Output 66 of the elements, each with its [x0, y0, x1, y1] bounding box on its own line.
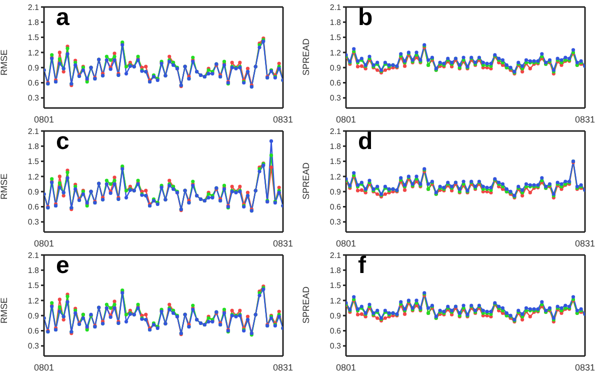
y-tick-label: 1.2 — [330, 172, 342, 182]
y-tick-label: 0.3 — [28, 342, 40, 351]
y-tick-label: 1.8 — [330, 266, 342, 275]
x-tick-label: 0801 — [336, 362, 356, 372]
y-tick-label: 0.9 — [28, 187, 40, 196]
y-axis-title: RMSE — [0, 173, 10, 200]
y-tick-label: 1.8 — [28, 266, 40, 275]
y-tick-label: 0.9 — [330, 63, 342, 72]
y-tick-label: 1.8 — [28, 18, 40, 27]
y-tick-label: 1.5 — [28, 281, 40, 290]
chart-title: c — [56, 128, 70, 155]
y-tick-label: 0.3 — [28, 218, 40, 227]
y-tick-label: 0.3 — [330, 342, 342, 351]
y-tick-label: 1.2 — [28, 296, 40, 306]
y-tick-label: 0.6 — [28, 78, 40, 88]
y-tick-label: 0.9 — [330, 187, 342, 196]
y-tick-label: 1.5 — [330, 157, 342, 166]
y-tick-label: 2.1 — [28, 250, 40, 260]
x-tick-label: 0831 — [272, 238, 294, 248]
y-tick-label: 0.9 — [28, 311, 40, 320]
y-tick-label: 1.5 — [28, 157, 40, 166]
chart-title: e — [56, 252, 70, 279]
y-tick-label: 1.8 — [330, 18, 342, 27]
x-tick-label: 0801 — [336, 238, 356, 248]
y-tick-label: 2.1 — [330, 126, 342, 136]
y-tick-label: 2.1 — [28, 126, 40, 136]
y-axis-title: RMSE — [0, 297, 10, 324]
x-tick-label: 0831 — [574, 238, 596, 248]
x-tick-label: 0801 — [336, 114, 356, 124]
y-tick-label: 1.5 — [28, 33, 40, 42]
y-tick-label: 0.6 — [330, 202, 342, 212]
y-tick-label: 0.6 — [330, 78, 342, 88]
x-tick-label: 0831 — [574, 114, 596, 124]
chart-title: b — [358, 4, 373, 31]
chart-title: a — [56, 4, 70, 31]
y-tick-label: 0.9 — [330, 311, 342, 320]
y-tick-label: 1.8 — [330, 142, 342, 151]
y-tick-label: 0.3 — [330, 94, 342, 103]
y-tick-label: 0.6 — [28, 326, 40, 336]
y-tick-label: 1.5 — [330, 33, 342, 42]
chart-title: d — [358, 128, 373, 155]
y-tick-label: 0.6 — [330, 326, 342, 336]
y-axis-title: SPREAD — [301, 162, 312, 200]
y-axis-title: RMSE — [0, 49, 10, 76]
x-tick-label: 0831 — [272, 114, 294, 124]
y-tick-label: 0.6 — [28, 202, 40, 212]
y-tick-label: 2.1 — [330, 2, 342, 12]
y-tick-label: 0.3 — [330, 218, 342, 227]
y-axis-title: SPREAD — [301, 286, 312, 324]
chart-title: f — [358, 252, 366, 279]
x-tick-label: 0831 — [272, 362, 294, 372]
x-tick-label: 0801 — [34, 114, 54, 124]
y-tick-label: 1.2 — [330, 48, 342, 58]
x-tick-label: 0831 — [574, 362, 596, 372]
y-tick-label: 1.2 — [28, 48, 40, 58]
y-tick-label: 1.5 — [330, 281, 342, 290]
y-axis-title: SPREAD — [301, 38, 312, 76]
y-tick-label: 1.8 — [28, 142, 40, 151]
y-tick-label: 2.1 — [330, 250, 342, 260]
y-tick-label: 1.2 — [28, 172, 40, 182]
x-tick-label: 0801 — [34, 238, 54, 248]
x-tick-label: 0801 — [34, 362, 54, 372]
y-tick-label: 0.3 — [28, 94, 40, 103]
y-tick-label: 0.9 — [28, 63, 40, 72]
y-tick-label: 2.1 — [28, 2, 40, 12]
y-tick-label: 1.2 — [330, 296, 342, 306]
